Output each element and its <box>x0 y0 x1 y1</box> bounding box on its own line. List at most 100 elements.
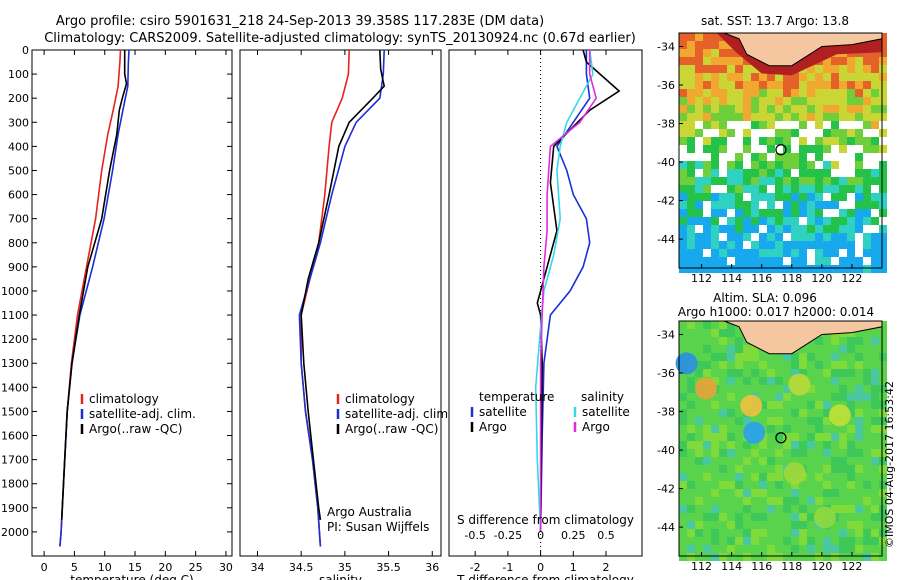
map-cell <box>711 353 719 361</box>
map-cell <box>791 217 799 225</box>
map-cell <box>839 385 847 393</box>
map-cell <box>839 441 847 449</box>
map-cell <box>815 105 823 113</box>
map-cell <box>799 169 807 177</box>
map-cell <box>775 257 783 265</box>
map-cell <box>775 473 783 481</box>
map-cell <box>679 401 687 409</box>
map-cell <box>847 457 855 465</box>
map-cell <box>847 337 855 345</box>
map-cell <box>751 249 759 257</box>
map-cell <box>735 145 743 153</box>
map-cell <box>831 385 839 393</box>
map-cell <box>823 145 831 153</box>
map-cell <box>735 257 743 265</box>
map-cell <box>791 417 799 425</box>
map-cell <box>775 105 783 113</box>
map-cell <box>751 185 759 193</box>
map-cell <box>687 433 695 441</box>
map-cell <box>703 449 711 457</box>
map-cell <box>871 529 879 537</box>
map-cell <box>855 417 863 425</box>
map-cell <box>847 121 855 129</box>
map-cell <box>711 129 719 137</box>
map-cell <box>831 337 839 345</box>
map-cell <box>807 457 815 465</box>
map-cell <box>839 145 847 153</box>
map-cell <box>719 241 727 249</box>
map-cell <box>815 545 823 553</box>
map-cell <box>807 153 815 161</box>
map-cell <box>759 217 767 225</box>
map-cell <box>799 217 807 225</box>
map-y-tick-label: -38 <box>657 406 675 419</box>
map-x-tick-label: 120 <box>811 560 832 573</box>
map-cell <box>743 105 751 113</box>
map-cell <box>823 249 831 257</box>
map-cell <box>815 113 823 121</box>
map-cell <box>727 353 735 361</box>
map-cell <box>815 409 823 417</box>
map-cell <box>719 409 727 417</box>
map-cell <box>679 249 687 257</box>
map-cell <box>783 449 791 457</box>
map-cell <box>879 153 887 161</box>
map-cell <box>735 369 743 377</box>
map-cell <box>855 225 863 233</box>
map-cell <box>751 353 759 361</box>
map-cell <box>703 73 711 81</box>
map-cell <box>711 537 719 545</box>
map-cell <box>839 393 847 401</box>
map-cell <box>775 185 783 193</box>
map-cell <box>687 321 695 329</box>
x-tick-label: -2 <box>470 561 481 574</box>
map-cell <box>823 137 831 145</box>
map-cell <box>871 537 879 545</box>
map-cell <box>687 49 695 57</box>
map-cell <box>711 137 719 145</box>
map-cell <box>879 249 887 257</box>
legend-entry: satellite <box>479 405 527 419</box>
map-cell <box>711 185 719 193</box>
map-cell <box>743 209 751 217</box>
map-cell <box>695 505 703 513</box>
map-cell <box>719 377 727 385</box>
map-cell <box>775 177 783 185</box>
map-cell <box>679 545 687 553</box>
map-cell <box>719 529 727 537</box>
map-cell <box>871 169 879 177</box>
map-cell <box>807 81 815 89</box>
map-cell <box>759 193 767 201</box>
map-cell <box>711 41 719 49</box>
map-cell <box>719 73 727 81</box>
map-cell <box>831 345 839 353</box>
map-cell <box>703 41 711 49</box>
map-cell <box>807 185 815 193</box>
map-cell <box>823 385 831 393</box>
map-cell <box>863 377 871 385</box>
map-cell <box>759 385 767 393</box>
map-cell <box>711 97 719 105</box>
map-cell <box>759 481 767 489</box>
map-cell <box>839 433 847 441</box>
map-cell <box>735 65 743 73</box>
map-cell <box>775 393 783 401</box>
map-cell <box>743 521 751 529</box>
map-cell <box>727 217 735 225</box>
map-cell <box>719 201 727 209</box>
map-cell <box>823 409 831 417</box>
map-cell <box>863 529 871 537</box>
map-cell <box>799 121 807 129</box>
map-cell <box>855 449 863 457</box>
map-cell <box>735 153 743 161</box>
map-cell <box>751 537 759 545</box>
map-x-tick-label: 112 <box>691 272 712 285</box>
map-cell <box>815 457 823 465</box>
map-cell <box>791 553 799 561</box>
map-cell <box>727 97 735 105</box>
annotation: PI: Susan Wijffels <box>327 520 429 534</box>
map-cell <box>791 449 799 457</box>
map-cell <box>863 153 871 161</box>
map-cell <box>783 129 791 137</box>
